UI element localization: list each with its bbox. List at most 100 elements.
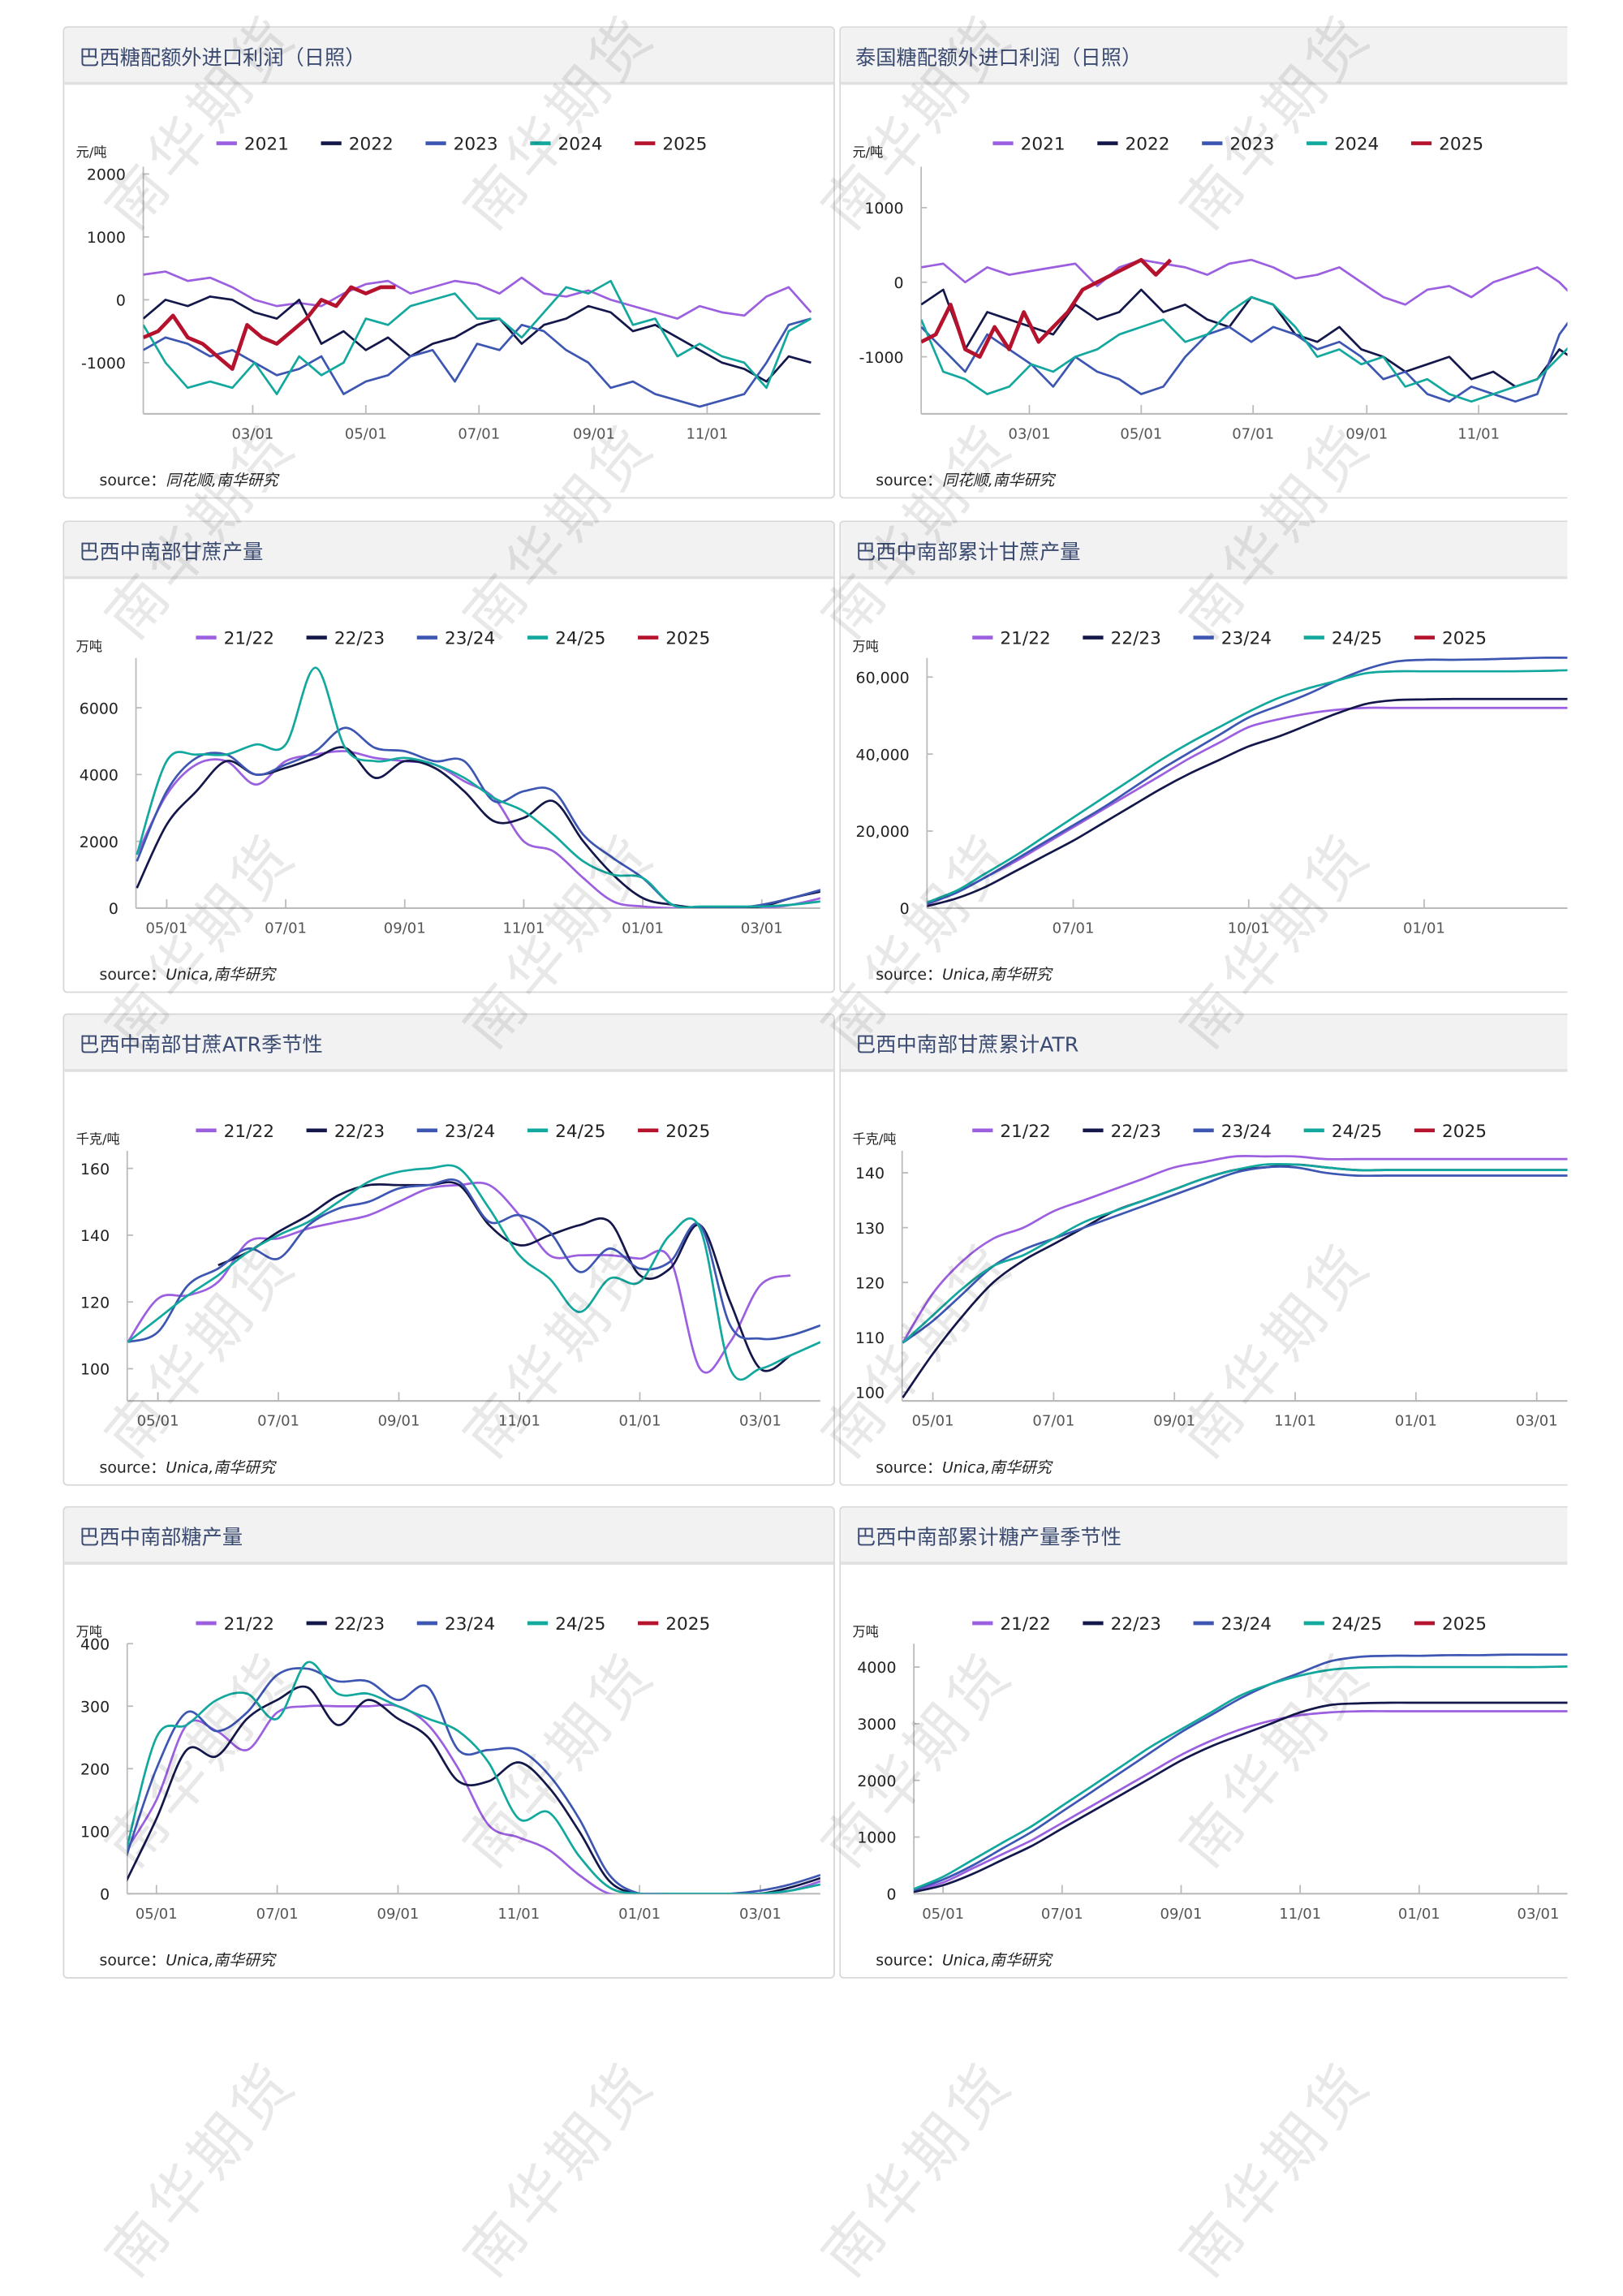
source-label: source： [100, 472, 166, 489]
x-tick-label: 11/01 [498, 1413, 540, 1430]
x-tick-label: 01/01 [622, 920, 664, 937]
legend-label: 2024 [1334, 135, 1379, 155]
legend-label: 2025 [662, 135, 707, 155]
series-line-22-23 [927, 697, 1568, 907]
legend-label: 24/25 [1332, 1122, 1382, 1142]
legend-label: 22/23 [1111, 1122, 1161, 1142]
y-tick-label: 6000 [80, 700, 118, 717]
chart-svg: 元/吨 1000 0 -1000 03/01 05/01 07/01 09/01 11/01 20… [852, 135, 1568, 489]
source-note: source：Unica,南华研究 [100, 966, 277, 984]
x-tick-label: 05/01 [912, 1413, 954, 1430]
y-tick-label: 0 [100, 1886, 110, 1904]
y-tick-label: 60,000 [856, 669, 910, 687]
series-line-21-22 [914, 1710, 1568, 1893]
legend-label: 2025 [1442, 629, 1487, 649]
y-tick-label: 0 [109, 900, 118, 918]
y-tick-label: 1000 [864, 200, 903, 218]
source-label: source： [100, 1952, 166, 1970]
legend-label: 24/25 [555, 1122, 605, 1142]
series-line-21-22 [136, 750, 820, 908]
source-note: source：同花顺,南华研究 [100, 472, 280, 489]
chart-panel-brazil-import-profit: 巴西糖配额外进口利润（日照） 元/吨 2000 1000 0 -1000 03/01 05/… [62, 26, 835, 499]
x-tick-label: 09/01 [1345, 426, 1388, 443]
chart-panel-thai-import-profit: 泰国糖配额外进口利润（日照） 元/吨 1000 0 -1000 03/01 05/01 07… [839, 26, 1568, 499]
series-line-22-23 [914, 1701, 1568, 1893]
series-group [127, 1661, 820, 1894]
x-tick-label: 03/01 [741, 920, 783, 937]
legend-label: 23/24 [445, 629, 495, 649]
chart-panel-cumulative-cane: 巴西中南部累计甘蔗产量 万吨 60,000 40,000 20,000 0 07/01 10… [839, 520, 1568, 993]
x-tick-label: 11/01 [1457, 426, 1500, 443]
legend-label: 23/24 [1221, 1614, 1272, 1635]
x-tick-label: 07/01 [1053, 920, 1095, 937]
x-tick-label: 11/01 [502, 920, 545, 937]
y-tick-label: 2000 [80, 834, 118, 851]
legend-label: 21/22 [1000, 629, 1050, 649]
chart-svg: 元/吨 2000 1000 0 -1000 03/01 05/01 07/01 09/01 11/… [76, 135, 820, 489]
chart-title: 巴西中南部糖产量 [79, 1527, 243, 1550]
legend-label: 2025 [1442, 1122, 1487, 1142]
y-tick-label: 1000 [857, 1829, 896, 1847]
legend-label: 2023 [1229, 135, 1274, 155]
source-value: 同花顺,南华研究 [942, 472, 1056, 489]
x-tick-label: 09/01 [573, 426, 615, 443]
series-line-21-22 [927, 706, 1568, 906]
series-line-2021 [143, 270, 812, 320]
source-label: source： [100, 1458, 166, 1476]
x-tick-label: 03/01 [231, 426, 273, 443]
series-line-23-24 [127, 1667, 820, 1894]
source-label: source： [100, 966, 166, 984]
y-tick-label: 130 [855, 1220, 885, 1238]
chart-panel-cumulative-atr: 巴西中南部甘蔗累计ATR 千克/吨 140 130 120 110 100 05/01 07/… [839, 1013, 1568, 1486]
series-group [902, 1154, 1568, 1398]
legend-label: 24/25 [1332, 1614, 1382, 1635]
series-line-24-25 [914, 1665, 1568, 1890]
x-tick-label: 07/01 [265, 920, 307, 937]
y-axis-unit: 千克/吨 [852, 1131, 896, 1147]
series-line-2024 [143, 279, 812, 395]
x-tick-label: 01/01 [1403, 920, 1445, 937]
legend-label: 2025 [665, 1122, 710, 1142]
chart-title: 巴西中南部甘蔗产量 [79, 541, 264, 565]
x-tick-label: 09/01 [1153, 1413, 1195, 1430]
chart-panel-cumulative-sugar: 巴西中南部累计糖产量季节性 万吨 4000 3000 2000 1000 0 05/01 07… [839, 1506, 1568, 1979]
watermark-text: 南华期货 [809, 2048, 1027, 2290]
source-value: Unica,南华研究 [942, 1458, 1053, 1476]
y-axis-unit: 千克/吨 [76, 1131, 120, 1147]
source-label: source： [876, 1458, 942, 1476]
source-value: Unica,南华研究 [166, 966, 277, 984]
legend-label: 22/23 [334, 1122, 385, 1142]
legend-label: 2024 [558, 135, 603, 155]
x-tick-label: 07/01 [257, 1413, 299, 1430]
y-tick-label: -1000 [859, 349, 904, 367]
legend-label: 2025 [1442, 1614, 1487, 1635]
x-tick-label: 03/01 [1518, 1906, 1560, 1923]
x-tick-label: 05/01 [136, 1906, 178, 1923]
y-tick-label: 120 [855, 1274, 885, 1292]
legend-label: 22/23 [334, 629, 385, 649]
y-tick-label: 120 [80, 1294, 110, 1312]
y-tick-label: 2000 [87, 166, 126, 184]
x-tick-label: 01/01 [1395, 1413, 1437, 1430]
legend-label: 23/24 [445, 1122, 495, 1142]
chart-title: 巴西中南部甘蔗累计ATR [855, 1033, 1079, 1058]
chart-panel-cane-production: 巴西中南部甘蔗产量 万吨 6000 4000 2000 0 05/01 07/01 09/01… [62, 520, 835, 993]
series-line-23-24 [902, 1165, 1568, 1344]
x-tick-label: 07/01 [1041, 1906, 1083, 1923]
legend-label: 21/22 [224, 1614, 274, 1635]
legend-label: 22/23 [1111, 629, 1161, 649]
x-tick-label: 05/01 [137, 1413, 179, 1430]
source-value: Unica,南华研究 [166, 1952, 277, 1970]
x-tick-label: 05/01 [345, 426, 387, 443]
x-tick-label: 07/01 [1232, 426, 1274, 443]
watermark-text: 南华期货 [1167, 2048, 1384, 2290]
legend-label: 2021 [1021, 135, 1065, 155]
x-tick-label: 03/01 [1516, 1413, 1558, 1430]
x-tick-label: 09/01 [377, 1906, 420, 1923]
y-tick-label: 200 [80, 1760, 110, 1778]
chart-title: 巴西中南部累计糖产量季节性 [855, 1527, 1121, 1550]
y-tick-label: 160 [80, 1161, 110, 1178]
y-tick-label: 0 [893, 274, 903, 292]
chart-panel-atr-seasonal: 巴西中南部甘蔗ATR季节性 千克/吨 160 140 120 100 05/01 07/01… [62, 1013, 835, 1486]
